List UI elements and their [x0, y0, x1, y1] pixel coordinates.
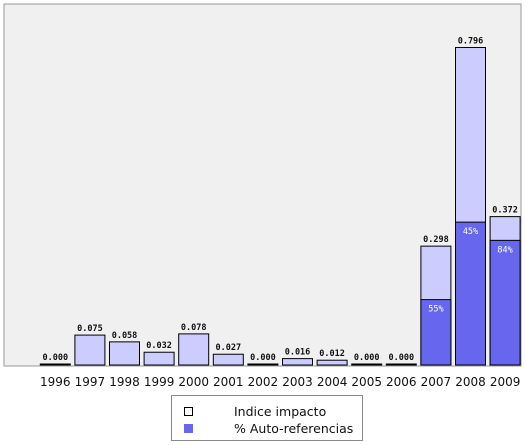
- x-tick-label-2005: 2005: [351, 375, 382, 389]
- bar-1998: [109, 341, 140, 366]
- legend-label-self-references: % Auto-referencias: [234, 421, 354, 436]
- bars-group: [39, 46, 521, 366]
- value-label-2003: 0.016: [285, 348, 311, 358]
- x-tick-label-1996: 1996: [40, 375, 71, 389]
- x-tick-label-2000: 2000: [178, 375, 209, 389]
- x-tick-label-1999: 1999: [144, 375, 175, 389]
- value-label-2001: 0.027: [216, 343, 242, 353]
- value-label-2005: 0.000: [354, 353, 380, 363]
- impact-chart: 0.000 0.075 0.058 0.032 0.078 0.027 0.000 0.016…: [3, 3, 522, 389]
- value-label-2004: 0.012: [319, 349, 345, 359]
- value-label-2006: 0.000: [389, 353, 415, 363]
- legend-swatch-self-references: [184, 424, 193, 433]
- legend-swatch-impact: [184, 407, 193, 416]
- value-label-2000: 0.078: [181, 323, 207, 333]
- bar-1999: [143, 351, 175, 366]
- value-label-1997: 0.075: [77, 324, 103, 334]
- value-label-1999: 0.032: [146, 341, 172, 351]
- bar-2005: [351, 363, 383, 366]
- x-tick-label-1998: 1998: [109, 375, 140, 389]
- x-tick-label-2008: 2008: [455, 375, 486, 389]
- value-label-1996: 0.000: [43, 353, 69, 363]
- x-tick-label-2001: 2001: [213, 375, 244, 389]
- x-tick-label-1997: 1997: [75, 375, 106, 389]
- legend-label-impact: Indice impacto: [234, 404, 327, 419]
- percent-label-2008: 45%: [463, 227, 478, 237]
- bar-2006: [385, 363, 417, 366]
- x-tick-label-2006: 2006: [386, 375, 417, 389]
- bar-2003: [282, 358, 313, 366]
- percent-label-2009: 84%: [497, 245, 512, 255]
- value-label-2008: 0.796: [458, 36, 484, 46]
- x-tick-label-2009: 2009: [490, 375, 521, 389]
- x-tick-label-2007: 2007: [421, 375, 452, 389]
- percent-label-2007: 55%: [428, 305, 443, 315]
- value-label-2002: 0.000: [250, 353, 276, 363]
- self-ref-segment-2008: [455, 221, 486, 366]
- bar-2001: [212, 353, 244, 366]
- bar-1997: [74, 334, 106, 366]
- self-ref-segment-2009: [489, 239, 521, 366]
- bar-2000: [178, 333, 210, 366]
- x-tick-label-2003: 2003: [282, 375, 313, 389]
- value-label-1998: 0.058: [112, 331, 138, 341]
- value-label-2009: 0.372: [492, 206, 518, 216]
- value-label-2007: 0.298: [423, 235, 449, 245]
- x-tick-label-2002: 2002: [248, 375, 279, 389]
- x-axis-ticks: 1996 1997 1998 1999 2000 2001 2002 2003 2004 2005…: [40, 375, 520, 389]
- legend: Indice impacto % Auto-referencias: [171, 395, 363, 441]
- x-tick-label-2004: 2004: [317, 375, 348, 389]
- value-labels-group: 0.000 0.075 0.058 0.032 0.078 0.027 0.000 0.016…: [43, 36, 518, 363]
- self-ref-segment-2007: [420, 299, 452, 366]
- bar-2002: [247, 363, 279, 366]
- bar-1996: [39, 363, 71, 366]
- bar-2004: [316, 359, 348, 366]
